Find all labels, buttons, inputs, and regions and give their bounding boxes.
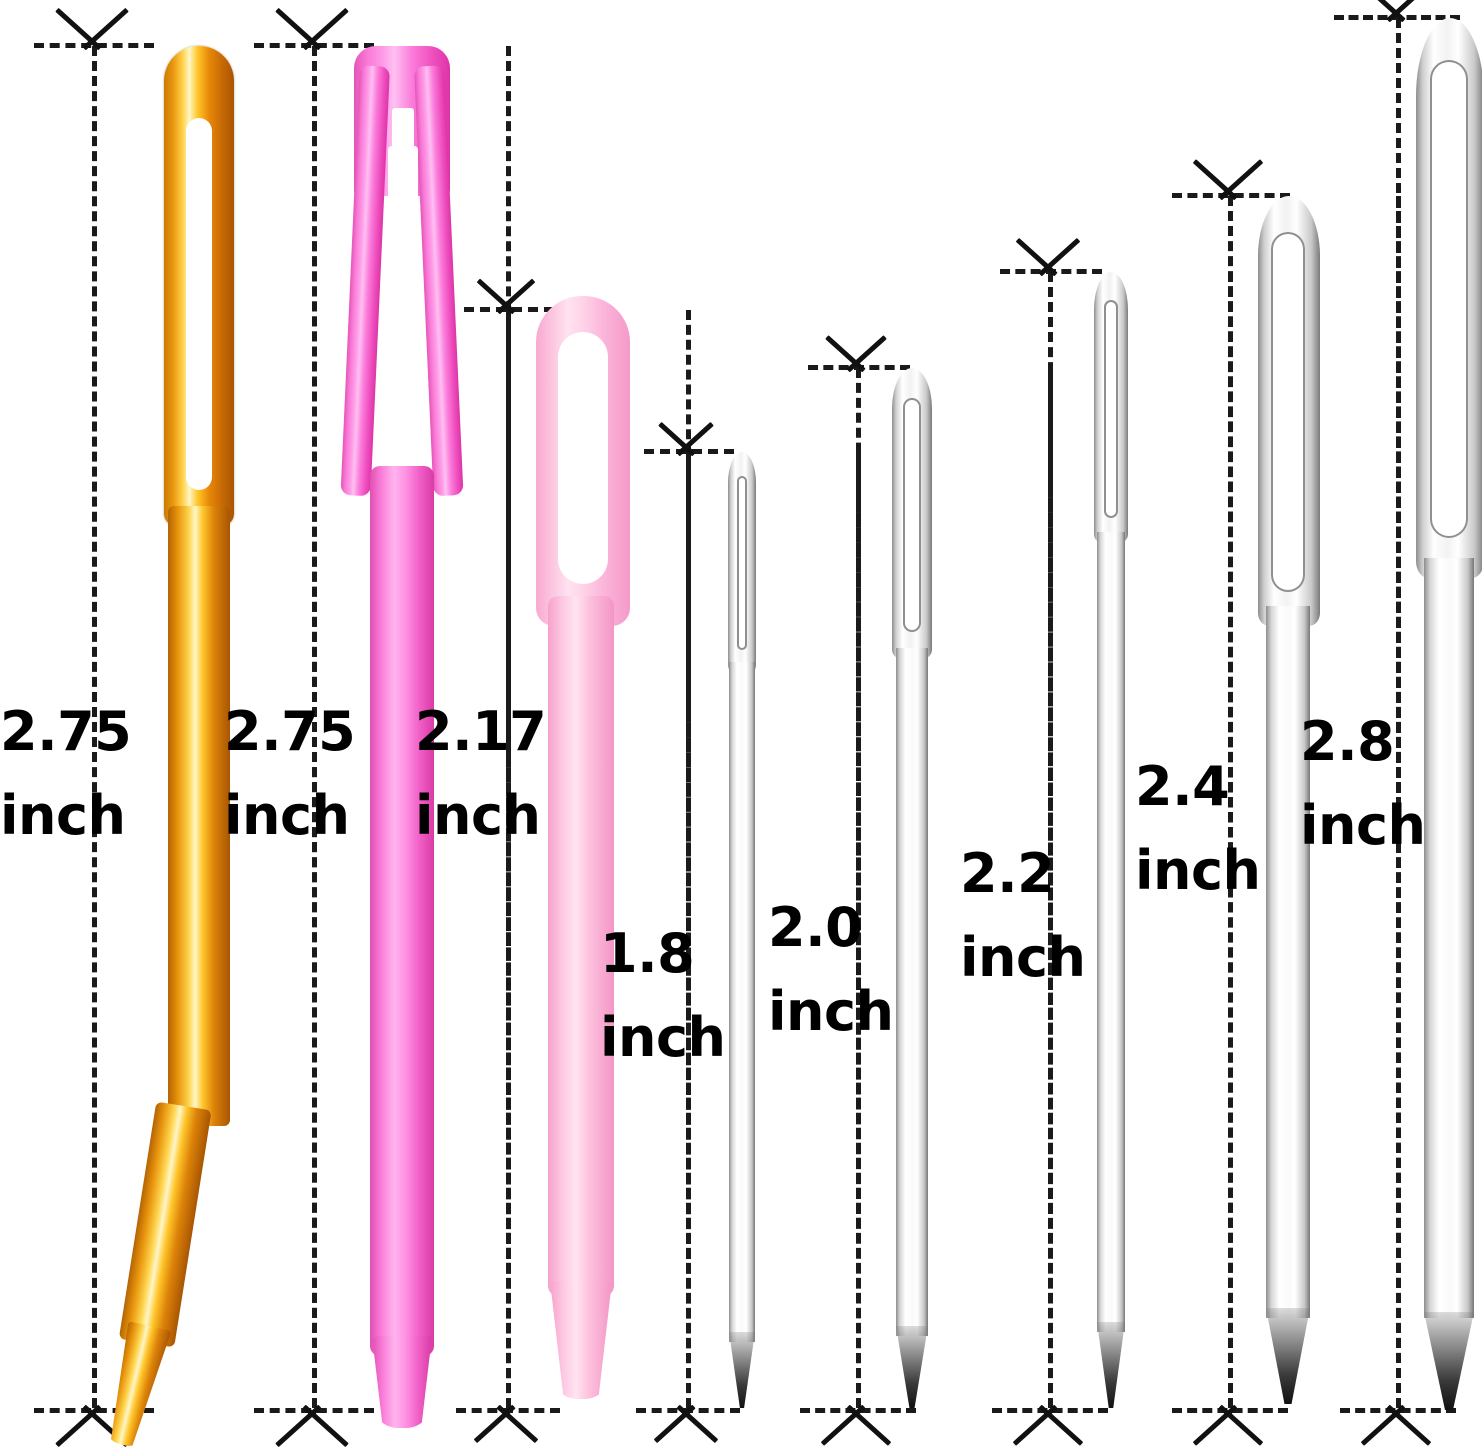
steel-needle-medium-tip <box>896 1326 928 1408</box>
dimension-label-8: 2.8 inch <box>1300 700 1426 867</box>
gold-needle-eye <box>186 118 212 490</box>
hot-pink-plastic-needle <box>340 46 464 1428</box>
dimension-label-7: 2.4 inch <box>1135 745 1261 912</box>
dimension-arrow-top-4 <box>644 421 734 457</box>
dimension-arrow-bottom-7 <box>1172 1404 1288 1446</box>
dimension-unit-1: inch <box>0 783 126 847</box>
hot-pink-needle-eye <box>392 108 414 150</box>
steel-needle-small-shaft <box>729 662 755 1342</box>
dimension-label-2: 2.75 inch <box>224 690 356 857</box>
gold-metal-needle <box>150 46 260 1408</box>
hot-pink-needle-shaft <box>370 466 434 1356</box>
steel-needle-small-eye <box>737 476 747 650</box>
hot-pink-needle-fork-right <box>414 65 464 497</box>
steel-needle-medium <box>878 368 948 1408</box>
light-pink-needle-eye <box>558 332 608 584</box>
dimension-label-4: 1.8 inch <box>600 912 726 1079</box>
dimension-arrow-bottom-4 <box>636 1404 740 1444</box>
steel-needle-xxlarge <box>1408 18 1482 1410</box>
steel-needle-medium-eye <box>903 398 921 632</box>
dimension-arrow-bottom-3 <box>456 1404 560 1444</box>
light-pink-needle-shaft <box>548 596 614 1296</box>
dimension-value-8: 2.8 <box>1300 710 1395 773</box>
dimension-value-4: 1.8 <box>600 922 695 985</box>
steel-needle-large-eye <box>1104 300 1118 518</box>
dimension-unit-2: inch <box>224 783 350 847</box>
steel-needle-small <box>712 452 772 1408</box>
dimension-line-8-left <box>1396 18 1401 1408</box>
dimension-unit-3: inch <box>415 783 541 847</box>
dimension-label-6: 2.2 inch <box>960 832 1086 999</box>
dimension-label-1: 2.75 inch <box>0 690 132 857</box>
dimension-line-7-left <box>1228 196 1233 1408</box>
hot-pink-needle-eye-slot <box>388 146 418 476</box>
dimension-unit-5: inch <box>768 979 894 1043</box>
dimension-line-2-left <box>312 46 317 1408</box>
steel-needle-large-tip <box>1097 1322 1125 1408</box>
hot-pink-needle-fork-left <box>340 65 390 497</box>
light-pink-plastic-needle <box>528 296 638 1408</box>
dimension-arrow-top-7 <box>1172 159 1290 201</box>
light-pink-needle-tip <box>550 1281 612 1399</box>
dimension-value-7: 2.4 <box>1135 755 1230 818</box>
steel-needle-xlarge-shaft <box>1266 606 1310 1318</box>
dimension-line-6-left <box>1048 272 1053 1408</box>
dimension-arrow-top-1 <box>34 7 154 51</box>
dimension-arrow-bottom-6 <box>992 1404 1108 1446</box>
dimension-value-2: 2.75 <box>224 700 356 763</box>
dimension-value-6: 2.2 <box>960 842 1055 905</box>
dimension-arrow-top-5 <box>808 335 910 373</box>
steel-needle-large-shaft <box>1097 532 1125 1332</box>
dimension-arrow-top-8 <box>1334 0 1460 23</box>
gold-needle-shaft <box>168 506 230 1126</box>
steel-needle-xxlarge-tip <box>1424 1312 1474 1410</box>
dimension-value-3: 2.17 <box>415 700 547 763</box>
steel-needle-xlarge-tip <box>1266 1308 1310 1404</box>
dimension-unit-7: inch <box>1135 838 1261 902</box>
dimension-value-1: 2.75 <box>0 700 132 763</box>
dimension-line-4-left <box>686 452 691 1408</box>
hot-pink-needle-tip <box>372 1336 432 1428</box>
dimension-arrow-bottom-8 <box>1340 1404 1456 1446</box>
dimension-unit-6: inch <box>960 925 1086 989</box>
dimension-arrow-bottom-1 <box>34 1404 154 1448</box>
dimension-arrow-top-6 <box>1000 237 1102 277</box>
dimension-arrow-top-3 <box>464 278 554 315</box>
dimension-unit-4: inch <box>600 1005 726 1069</box>
dimension-arrow-top-2 <box>254 7 374 51</box>
dimension-line-5-left <box>856 368 861 1408</box>
steel-needle-medium-shaft <box>896 648 928 1336</box>
dimension-arrow-bottom-5 <box>800 1404 916 1446</box>
steel-needle-xxlarge-shaft <box>1424 558 1474 1318</box>
dimension-unit-8: inch <box>1300 793 1426 857</box>
dimension-value-5: 2.0 <box>768 896 863 959</box>
steel-needle-xlarge-eye <box>1271 232 1305 592</box>
dimension-arrow-bottom-2 <box>254 1404 374 1448</box>
dimension-label-3: 2.17 inch <box>415 690 547 857</box>
dimension-line-1-left <box>92 46 97 1408</box>
dimension-label-5: 2.0 inch <box>768 886 894 1053</box>
steel-needle-xlarge <box>1248 196 1340 1408</box>
steel-needle-small-tip <box>729 1332 755 1408</box>
gold-needle-bend <box>118 1101 212 1348</box>
steel-needle-large <box>1080 272 1146 1408</box>
dimension-line-3-left <box>506 310 511 1408</box>
steel-needle-xxlarge-eye <box>1430 60 1468 538</box>
